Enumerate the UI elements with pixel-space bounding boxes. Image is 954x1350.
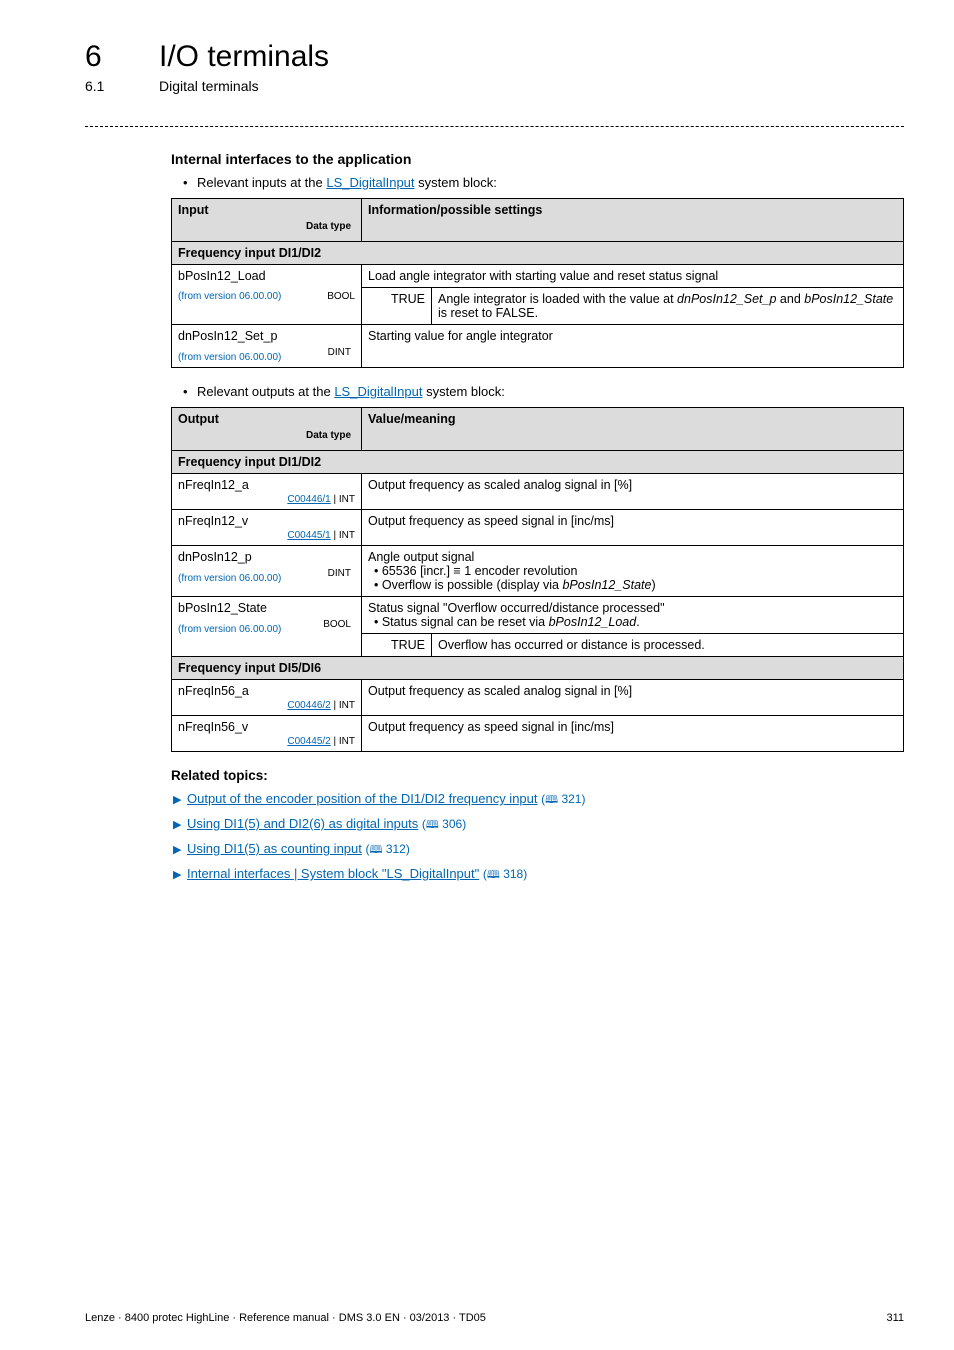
data-type: BOOL [323,619,351,630]
output-desc: Output frequency as speed signal in [inc… [362,510,904,546]
inputs-table: Input Data type Information/possible set… [171,198,904,368]
output-desc: Angle output signal • 65536 [incr.] ≡ 1 … [362,546,904,597]
chapter-number: 6 [85,40,111,74]
freq-section-row: Frequency input DI5/DI6 [172,657,904,680]
version-annotation: (from version 06.00.00) [178,624,281,635]
outputs-table: Output Data type Value/meaning Frequency… [171,407,904,752]
input-name: dnPosIn12_Set_p [178,329,355,343]
data-type: | INT [331,494,355,505]
system-block-link[interactable]: LS_DigitalInput [326,175,414,190]
bullet-icon: • [183,384,197,399]
footer-left: Lenze · 8400 protec HighLine · Reference… [85,1312,486,1324]
code-link[interactable]: C00445/2 [287,736,330,747]
output-desc: Output frequency as scaled analog signal… [362,680,904,716]
bullet-icon: • [183,175,197,190]
value-text: Overflow has occurred or distance is pro… [432,634,904,657]
related-link[interactable]: Using DI1(5) as counting input [187,841,362,856]
page-ref: (🕮 321) [541,792,585,806]
arrow-icon: ▶ [173,868,187,881]
output-name: nFreqIn12_a [178,478,249,492]
th-input-label: Input [178,203,355,217]
related-link-row: Internal interfaces | System block "LS_D… [187,866,527,885]
value-text: Angle integrator is loaded with the valu… [432,288,904,325]
data-type: DINT [328,347,351,358]
output-desc: Output frequency as scaled analog signal… [362,474,904,510]
output-name: nFreqIn12_v [178,514,248,528]
divider [85,126,904,127]
subchapter-title: Digital terminals [159,78,259,94]
value-key: TRUE [362,634,432,657]
output-name: nFreqIn56_v [178,720,248,734]
related-link[interactable]: Output of the encoder position of the DI… [187,791,538,806]
data-type: | INT [331,736,355,747]
subchapter-number: 6.1 [85,78,111,94]
data-type: DINT [328,568,351,579]
input-desc: Starting value for angle integrator [362,325,904,368]
input-desc: Load angle integrator with starting valu… [362,265,904,288]
related-link-row: Using DI1(5) as counting input (🕮 312) [187,841,410,860]
freq-section-row: Frequency input DI1/DI2 [172,242,904,265]
arrow-icon: ▶ [173,843,187,856]
system-block-link[interactable]: LS_DigitalInput [334,384,422,399]
related-link[interactable]: Internal interfaces | System block "LS_D… [187,866,479,881]
related-heading: Related topics: [171,768,904,783]
input-name: bPosIn12_Load [178,269,355,283]
related-link-row: Output of the encoder position of the DI… [187,791,585,810]
output-name: bPosIn12_State [178,601,355,615]
arrow-icon: ▶ [173,793,187,806]
th-info-label: Information/possible settings [362,199,904,242]
page-ref: (🕮 306) [422,817,466,831]
output-name: dnPosIn12_p [178,550,355,564]
data-type: BOOL [327,291,355,302]
output-desc: Status signal "Overflow occurred/distanc… [362,597,904,634]
th-value-label: Value/meaning [362,408,904,451]
freq-section-row: Frequency input DI1/DI2 [172,451,904,474]
page-ref: (🕮 312) [366,842,410,856]
related-link[interactable]: Using DI1(5) and DI2(6) as digital input… [187,816,418,831]
code-link[interactable]: C00445/1 [287,530,330,541]
th-datatype-label: Data type [306,221,351,232]
page-number: 311 [886,1312,904,1324]
data-type: | INT [331,530,355,541]
code-link[interactable]: C00446/1 [287,494,330,505]
th-output-label: Output [178,412,355,426]
version-annotation: (from version 06.00.00) [178,352,281,363]
chapter-title: I/O terminals [159,40,329,74]
related-link-row: Using DI1(5) and DI2(6) as digital input… [187,816,466,835]
value-key: TRUE [362,288,432,325]
data-type: | INT [331,700,355,711]
arrow-icon: ▶ [173,818,187,831]
output-name: nFreqIn56_a [178,684,249,698]
page-ref: (🕮 318) [483,867,527,881]
version-annotation: (from version 06.00.00) [178,291,281,302]
version-annotation: (from version 06.00.00) [178,573,281,584]
th-datatype-label: Data type [306,430,351,441]
bullet-text: Relevant inputs at the LS_DigitalInput s… [197,175,497,190]
code-link[interactable]: C00446/2 [287,700,330,711]
output-desc: Output frequency as speed signal in [inc… [362,716,904,752]
section-heading: Internal interfaces to the application [171,151,904,167]
bullet-text: Relevant outputs at the LS_DigitalInput … [197,384,505,399]
